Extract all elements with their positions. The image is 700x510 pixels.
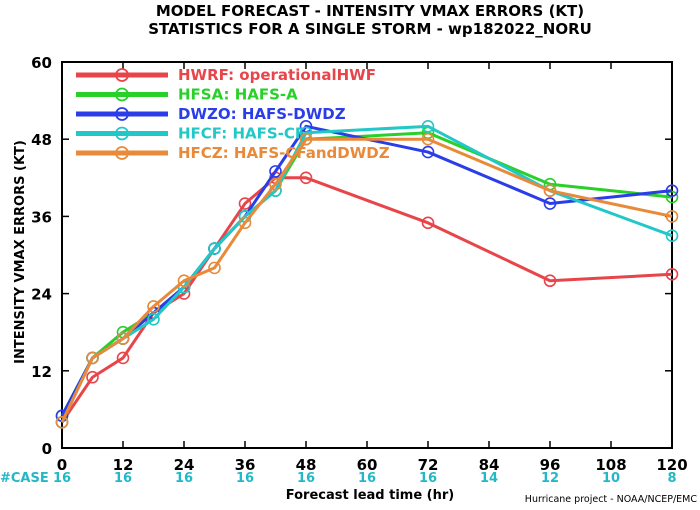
series-marker-2 — [543, 197, 557, 210]
series-marker-3 — [421, 120, 435, 133]
legend-label-3: HFCF: HAFS-CF — [178, 125, 305, 143]
series-line-2 — [60, 124, 673, 417]
x-tick-label: 12 — [113, 456, 134, 474]
series-marker-4 — [543, 184, 557, 197]
legend-marker-2 — [115, 107, 129, 121]
series-marker-0 — [238, 197, 252, 210]
legend-label-2: DWZO: HAFS-DWDZ — [178, 105, 346, 123]
case-count: 16 — [419, 471, 437, 486]
credit-text: Hurricane project - NOAA/NCEP/EMC — [525, 494, 698, 505]
case-count: 16 — [358, 471, 376, 486]
y-tick-label: 12 — [31, 363, 52, 381]
case-label: #CASE — [0, 471, 49, 486]
series-marker-4 — [238, 216, 252, 230]
series-marker-0 — [116, 351, 130, 365]
x-tick-label: 108 — [595, 456, 626, 474]
chart-title-line1: MODEL FORECAST - INTENSITY VMAX ERRORS (… — [156, 2, 584, 20]
series-marker-3 — [665, 229, 679, 242]
series-marker-3 — [208, 242, 221, 255]
series-marker-0 — [543, 274, 557, 288]
series-line-0 — [60, 176, 673, 424]
y-tick-label: 24 — [31, 286, 52, 304]
series-marker-4 — [299, 132, 313, 146]
y-tick-label: 0 — [42, 440, 52, 458]
series-marker-2 — [269, 165, 282, 178]
series-line-3 — [60, 124, 673, 423]
series-line-1 — [60, 131, 673, 417]
x-tick-label: 84 — [479, 456, 500, 474]
series-marker-3 — [147, 313, 160, 326]
series-marker-0 — [421, 216, 435, 230]
case-counts: 16 16 16 16 16 16 16 14 12 10 8 — [53, 471, 677, 486]
case-count: 16 — [53, 471, 71, 486]
y-tick-label: 48 — [31, 131, 52, 149]
series-marker-0 — [299, 171, 313, 185]
series-marker-4 — [177, 274, 191, 288]
x-tick-label: 36 — [235, 456, 256, 474]
series-marker-4 — [665, 210, 679, 223]
chart-title-line2: STATISTICS FOR A SINGLE STORM - wp182022… — [148, 20, 592, 38]
series-marker-4 — [147, 300, 160, 313]
x-tick-label: 120 — [656, 456, 687, 474]
series-marker-4 — [116, 332, 130, 345]
case-count: 12 — [541, 471, 559, 486]
series-marker-4 — [421, 132, 435, 146]
legend-marker-0 — [115, 68, 129, 82]
x-tick-label: 60 — [357, 456, 378, 474]
series-marker-4 — [269, 177, 282, 191]
series-lines — [55, 120, 679, 429]
legend-label-4: HFCZ: HAFS-CFandDWDZ — [178, 144, 390, 162]
x-tick-label: 96 — [540, 456, 561, 474]
series-marker-2 — [421, 145, 435, 159]
case-count: 8 — [667, 471, 676, 486]
case-count: 10 — [602, 471, 620, 486]
series-marker-4 — [86, 351, 99, 365]
case-count: 16 — [236, 471, 254, 486]
case-count: 16 — [114, 471, 132, 486]
legend-marker-4 — [115, 146, 129, 160]
y-tick-label: 36 — [31, 208, 52, 226]
series-line-4 — [60, 137, 673, 423]
plot-axes — [61, 61, 673, 449]
x-tick-label: 24 — [174, 456, 195, 474]
case-count: 16 — [297, 471, 315, 486]
legend-label-1: HFSA: HAFS-A — [178, 86, 298, 104]
legend-label-0: HWRF: operationalHWF — [178, 66, 376, 84]
legend-marker-3 — [115, 126, 129, 141]
plot-frame — [61, 61, 673, 449]
x-tick-label: 0 — [57, 456, 67, 474]
series-marker-2 — [665, 184, 679, 197]
x-axis-label: Forecast lead time (hr) — [286, 488, 454, 503]
case-count: 16 — [175, 471, 193, 486]
y-tick-label: 60 — [31, 54, 52, 72]
series-marker-0 — [86, 370, 99, 384]
x-tick-label: 72 — [418, 456, 439, 474]
x-tick-label: 48 — [296, 456, 317, 474]
y-axis-label: INTENSITY VMAX ERRORS (KT) — [13, 140, 28, 364]
series-marker-0 — [665, 267, 679, 281]
series-marker-4 — [55, 415, 69, 429]
tick-labels: 0 12 24 36 48 60 72 84 96 108 120 0 12 24 36 48 60 — [31, 54, 688, 474]
case-count: 14 — [480, 471, 498, 486]
legend-marker-1 — [115, 87, 129, 102]
series-marker-4 — [208, 261, 221, 275]
